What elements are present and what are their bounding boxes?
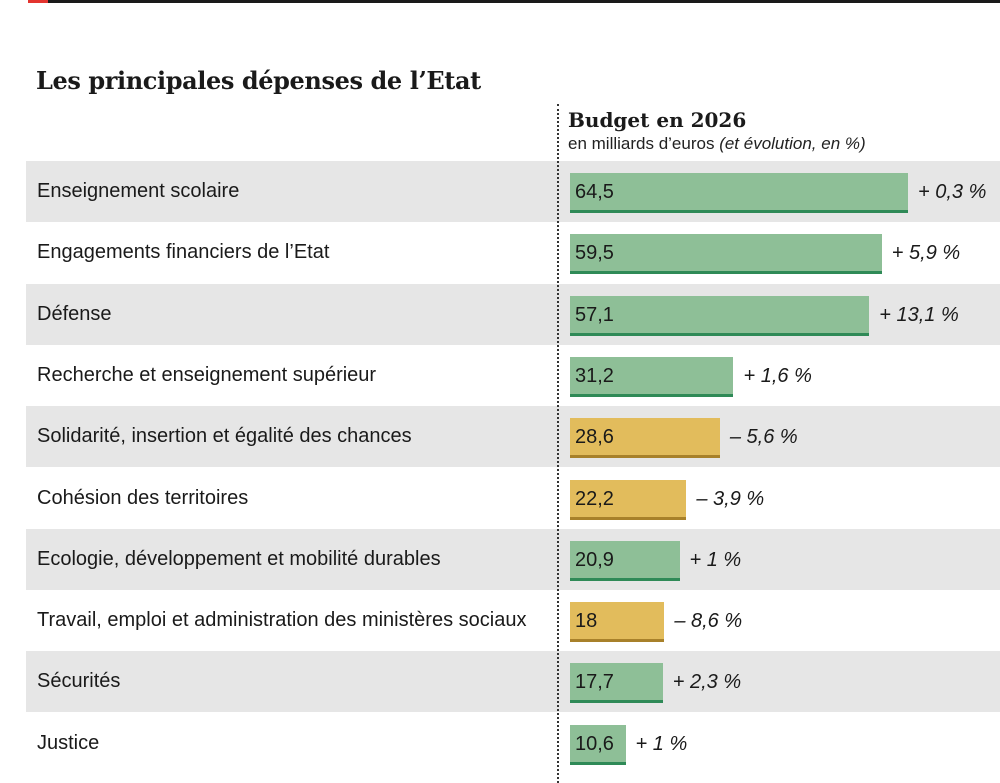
chart-row: Justice 10,6 + 1 % (26, 713, 1000, 774)
value-label: 22,2 (575, 487, 614, 510)
chart-row: Recherche et enseignement supérieur 31,2 +… (26, 345, 1000, 406)
value-label: 31,2 (575, 364, 614, 387)
chart-row: Sécurités 17,7 + 2,3 % (26, 651, 1000, 713)
chart-title: Les principales dépenses de l’Etat (36, 66, 481, 95)
chart-row: Solidarité, insertion et égalité des cha… (26, 406, 1000, 468)
bar (570, 724, 626, 765)
change-label: + 1,6 % (743, 364, 812, 387)
bar (570, 602, 665, 643)
bar (570, 173, 908, 213)
category-label: Travail, emploi et administration des mi… (37, 609, 527, 632)
category-label: Justice (37, 731, 100, 754)
value-label: 10,6 (575, 732, 614, 755)
bar (570, 234, 882, 275)
column-header-note: (et évolution, en %) (719, 134, 866, 153)
value-label: 17,7 (575, 671, 614, 694)
chart-row: Défense 57,1 + 13,1 % (26, 283, 1000, 345)
change-label: + 0,3 % (918, 181, 987, 203)
change-label: – 3,9 % (696, 487, 765, 510)
change-label: + 1 % (689, 548, 742, 571)
bar (570, 356, 734, 397)
chart-row: Travail, emploi et administration des mi… (26, 590, 1000, 651)
value-label: 20,9 (575, 548, 614, 571)
category-label: Solidarité, insertion et égalité des cha… (37, 425, 412, 448)
bar (570, 418, 720, 459)
axis-line (557, 104, 559, 783)
column-header-sub: en milliards d’euros (et évolution, en %… (568, 134, 866, 154)
value-label: 57,1 (575, 303, 614, 326)
change-label: + 13,1 % (879, 303, 959, 326)
change-label: + 5,9 % (891, 242, 961, 265)
category-label: Engagements financiers de l’Etat (37, 241, 330, 264)
value-label: 28,6 (575, 426, 614, 449)
chart-row: Ecologie, développement et mobilité dura… (26, 528, 1000, 590)
chart-row: Enseignement scolaire 64,5 + 0,3 % (26, 161, 1000, 222)
bar (570, 540, 680, 581)
top-accent (28, 0, 48, 3)
category-label: Recherche et enseignement supérieur (37, 363, 377, 386)
value-label: 18 (575, 610, 598, 633)
category-label: Enseignement scolaire (37, 180, 240, 202)
chart-row: Cohésion des territoires 22,2 – 3,9 % (26, 468, 1000, 529)
value-label: 59,5 (575, 242, 614, 265)
column-header: Budget en 2026 en milliards d’euros (et … (568, 108, 866, 154)
category-label: Ecologie, développement et mobilité dura… (37, 547, 441, 570)
bar (570, 295, 870, 336)
category-label: Cohésion des territoires (37, 486, 249, 509)
top-rule (28, 0, 1000, 3)
change-label: – 5,6 % (729, 426, 798, 449)
column-header-main: Budget en 2026 (568, 108, 747, 132)
category-label: Défense (37, 302, 112, 325)
bar (570, 663, 663, 704)
value-label: 64,5 (575, 181, 614, 203)
category-label: Sécurités (37, 670, 121, 693)
chart-row: Engagements financiers de l’Etat 59,5 + 5,… (26, 222, 1000, 283)
bar (570, 479, 687, 520)
change-label: + 2,3 % (672, 671, 742, 694)
change-label: – 8,6 % (674, 610, 743, 633)
change-label: + 1 % (635, 732, 688, 755)
column-header-unit: en milliards d’euros (568, 134, 720, 153)
